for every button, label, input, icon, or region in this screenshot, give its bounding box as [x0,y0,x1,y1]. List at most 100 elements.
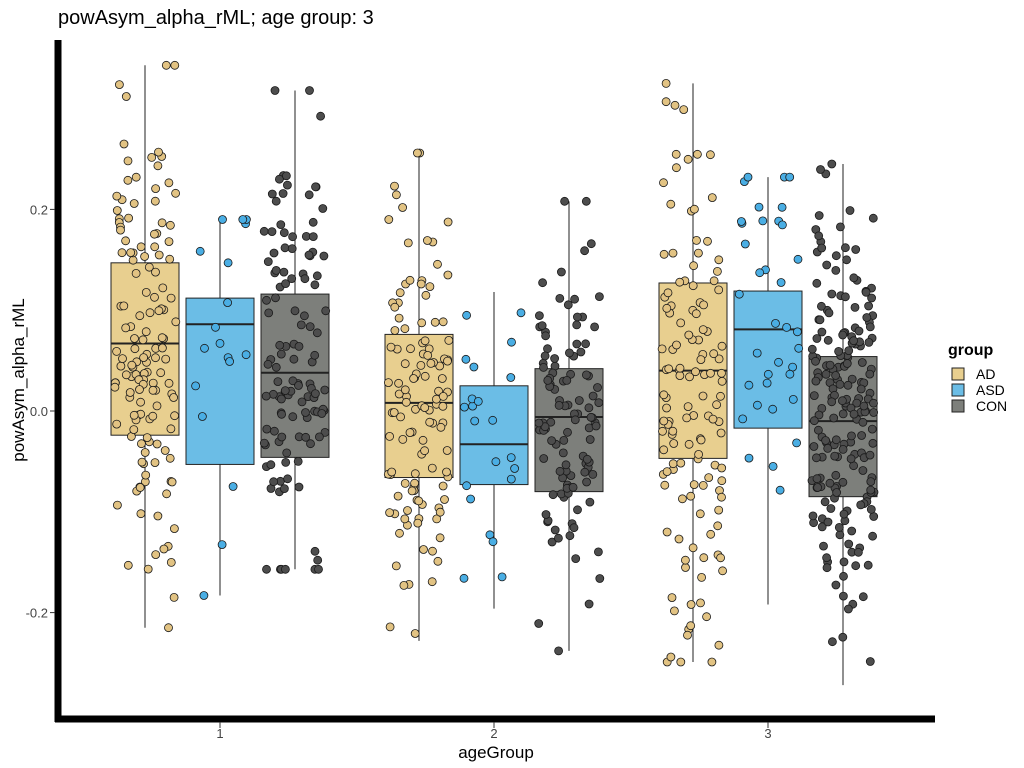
point [135,385,144,394]
box-asd-1 [185,297,255,465]
point [581,339,590,349]
point [811,376,821,386]
point [659,445,669,455]
point [866,477,876,487]
point [581,196,591,206]
point [684,439,694,449]
point [785,369,795,379]
point [262,295,271,305]
point [692,235,701,245]
point [135,483,145,492]
point [865,450,875,460]
point [416,360,426,370]
point [827,289,837,299]
point [466,494,476,504]
point [136,397,146,407]
point [423,350,433,360]
point [699,300,708,310]
point [312,271,322,281]
point [707,657,717,667]
point [407,486,417,496]
point [140,252,150,261]
point [259,438,269,448]
point [279,267,289,277]
point [565,348,574,358]
point [675,277,685,287]
point [817,243,827,253]
point [228,482,238,491]
point [398,203,408,212]
point [399,581,409,590]
point [838,396,847,406]
point [659,178,668,188]
point [462,481,472,491]
point [842,359,852,368]
point [218,215,227,224]
point [279,484,289,494]
point [708,414,718,424]
point [755,268,765,278]
point [137,457,147,467]
point [488,537,498,547]
point [689,261,698,271]
point [394,389,404,399]
point [569,523,579,533]
point [294,381,303,390]
point [417,318,427,328]
point [400,324,410,334]
point [838,409,848,419]
point [563,300,573,310]
points-con-1 [259,86,331,574]
point [838,477,848,487]
point [268,389,278,399]
y-tick-label: 0.2 [30,202,48,217]
point [420,403,430,413]
point [395,288,405,298]
point [792,438,801,448]
point [864,301,873,311]
point [157,218,167,228]
point [151,267,160,277]
point [158,283,168,293]
point [858,592,868,602]
point [825,360,835,370]
point [774,357,783,367]
point [834,346,843,356]
point [269,426,279,436]
point [537,321,547,331]
point [438,481,448,491]
point [585,497,595,507]
point [390,181,399,191]
point [709,349,719,359]
point [595,574,605,583]
point [157,343,167,353]
points-ad-2 [383,148,454,638]
point [670,100,680,110]
point [409,374,419,383]
point [138,335,148,345]
point [276,220,286,230]
point [771,318,780,328]
point [278,189,288,198]
point [821,369,831,379]
point [584,599,594,609]
point [152,401,162,411]
point [706,529,716,539]
point [506,474,516,484]
point [814,211,824,220]
points-asd-2 [459,308,526,583]
point [821,436,830,445]
point [594,398,604,408]
point [160,446,170,455]
point [706,150,715,160]
legend-key-ad [951,367,965,381]
point [863,560,873,570]
point [716,391,725,401]
point [686,600,696,609]
point [574,396,584,405]
point [433,259,442,269]
legend-label-con: CON [976,398,1007,414]
points-con-2 [534,196,605,656]
point [869,398,878,408]
